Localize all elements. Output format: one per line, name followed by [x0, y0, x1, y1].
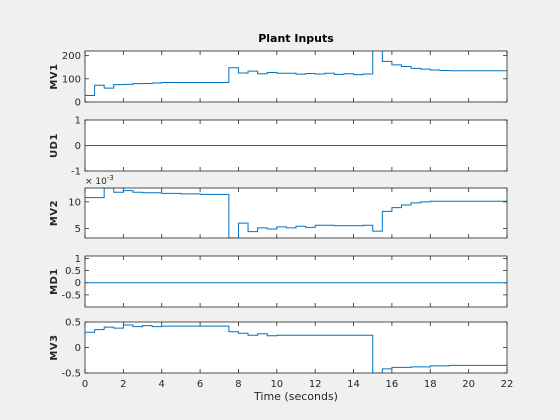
y-tick-label: 10: [68, 197, 81, 208]
x-tick-label: 18: [424, 379, 437, 390]
y-tick-label: -1: [71, 167, 81, 178]
axes-box: [84, 119, 508, 172]
plot-area: [85, 256, 507, 307]
x-tick-label: 4: [159, 379, 165, 390]
y-tick-label: 0.5: [65, 318, 81, 329]
chart-title: Plant Inputs: [258, 32, 334, 45]
y-tick-label: 1: [75, 116, 81, 127]
y-tick-label: 0: [75, 141, 81, 152]
series-line: [85, 188, 507, 238]
y-tick-label: 5: [75, 224, 81, 235]
axes-box: [84, 187, 508, 239]
y-tick-label: -0.5: [61, 369, 81, 380]
subplot-mv2: 5 10 MV2 × 10-3: [49, 174, 508, 239]
y-tick-label: -0.5: [61, 290, 81, 301]
y-axis-label: MV2: [49, 200, 60, 226]
x-tick-label: 12: [309, 379, 322, 390]
subplot-ud1: -1 0 1 UD1: [49, 116, 508, 178]
x-tick-label: 8: [235, 379, 241, 390]
y-tick-label: 0: [75, 278, 81, 289]
y-tick-label: 0: [75, 343, 81, 354]
y-axis-label: MV3: [49, 334, 60, 360]
y-axis-multiplier: × 10-3: [85, 174, 114, 187]
y-tick-label: 200: [62, 51, 81, 62]
x-tick-label: 20: [462, 379, 475, 390]
y-tick-label: 1: [75, 254, 81, 265]
series-line: [85, 51, 507, 97]
axes-box: [84, 50, 508, 103]
plot-area: [85, 51, 507, 102]
x-tick-label: 2: [120, 379, 126, 390]
plot-area: [85, 322, 507, 373]
axes-box: [84, 321, 508, 374]
y-tick-label: 100: [62, 74, 81, 85]
x-tick-label: 22: [501, 379, 514, 390]
series-line: [85, 324, 507, 373]
y-axis-label: UD1: [49, 133, 60, 158]
y-tick-label: 0: [75, 98, 81, 109]
x-tick-label: 6: [197, 379, 203, 390]
x-tick-label: 10: [270, 379, 283, 390]
x-tick-label: 14: [347, 379, 360, 390]
axes-box: [84, 255, 508, 308]
y-axis-label: MD1: [49, 268, 60, 295]
y-axis-label: MV1: [49, 63, 60, 89]
x-axis-label: Time (seconds): [253, 390, 338, 403]
plot-area: [85, 188, 507, 238]
y-tick-label: 0.5: [65, 266, 81, 277]
x-tick-label: 16: [386, 379, 399, 390]
subplot-md1: -0.500.51 MD1: [49, 254, 508, 308]
x-tick-label: 0: [82, 379, 88, 390]
